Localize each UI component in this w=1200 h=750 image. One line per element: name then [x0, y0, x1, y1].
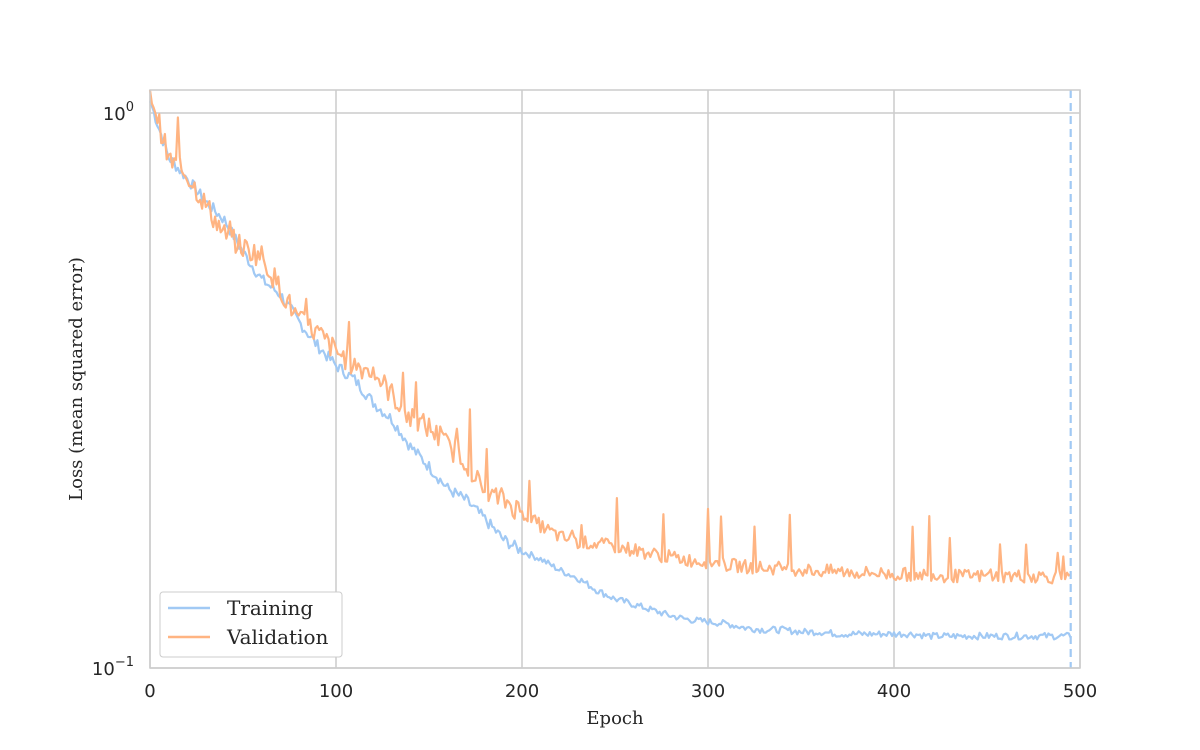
plot-background: [150, 90, 1080, 668]
x-tick-labels: 0 100 200 300 400 500: [144, 681, 1097, 702]
x-tick-label: 300: [691, 681, 725, 702]
x-tick-label: 500: [1063, 681, 1097, 702]
series-line-validation: [148, 89, 1072, 585]
plot-frame: [149, 89, 1081, 669]
legend: Training Validation: [159, 591, 343, 658]
x-tick-label: 0: [144, 681, 155, 702]
series-line-training: [148, 100, 1072, 641]
x-tick-label: 100: [319, 681, 353, 702]
legend-label-training: Training: [227, 596, 313, 620]
y-tick-labels: 100 10−1: [92, 100, 134, 680]
x-tick-label: 400: [877, 681, 911, 702]
y-axis-label: Loss (mean squared error): [66, 257, 87, 501]
y-tick-label: 100: [103, 100, 134, 125]
y-tick-label: 10−1: [92, 655, 134, 680]
series-lines: [148, 89, 1072, 641]
x-tick-label: 200: [505, 681, 539, 702]
legend-label-validation: Validation: [226, 625, 329, 649]
x-axis-label: Epoch: [586, 708, 644, 729]
